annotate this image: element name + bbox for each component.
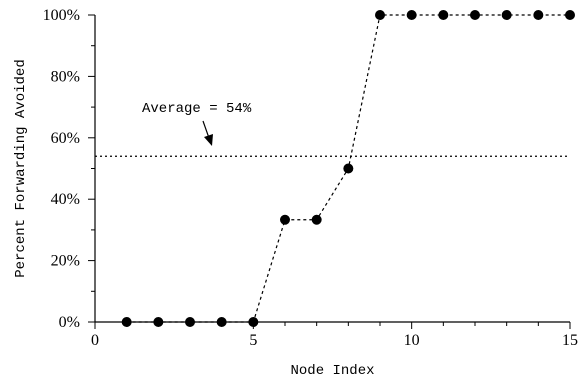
axes [94,15,570,323]
y-tick-label: 0% [59,314,80,331]
ticks: 0 5 10 15 0% 20% 40% 60% 80% 100% [43,7,578,349]
average-arrow [202,120,210,139]
y-tick-label: 100% [43,7,80,24]
data-point [438,10,449,20]
average-arrow-head [204,134,213,146]
x-tick-label: 10 [404,332,420,349]
data-point [248,317,259,327]
data-point [375,10,385,20]
data-point [533,10,544,20]
data-point [280,214,290,225]
x-axis-label: Node Index [290,363,374,379]
y-tick-label: 80% [51,68,80,85]
series-points [121,10,575,327]
data-point [311,214,322,225]
y-tick-label: 40% [51,191,80,208]
data-point [565,10,575,20]
data-point [343,163,354,174]
series [121,10,575,327]
x-tick-label: 0 [91,332,99,349]
average-label: Average = 54% [142,101,252,117]
data-point [153,317,164,327]
data-point [185,317,195,327]
data-point [121,317,132,327]
data-point [470,10,480,20]
x-tick-label: 15 [562,332,578,349]
y-tick-label: 20% [51,253,80,270]
data-point [216,317,227,327]
data-point [406,10,417,20]
average-annotation: Average = 54% [95,101,570,157]
y-tick-label: 60% [51,130,80,147]
x-tick-label: 5 [249,332,257,349]
y-axis-label: Percent Forwarding Avoided [13,59,29,277]
data-point [501,10,512,20]
